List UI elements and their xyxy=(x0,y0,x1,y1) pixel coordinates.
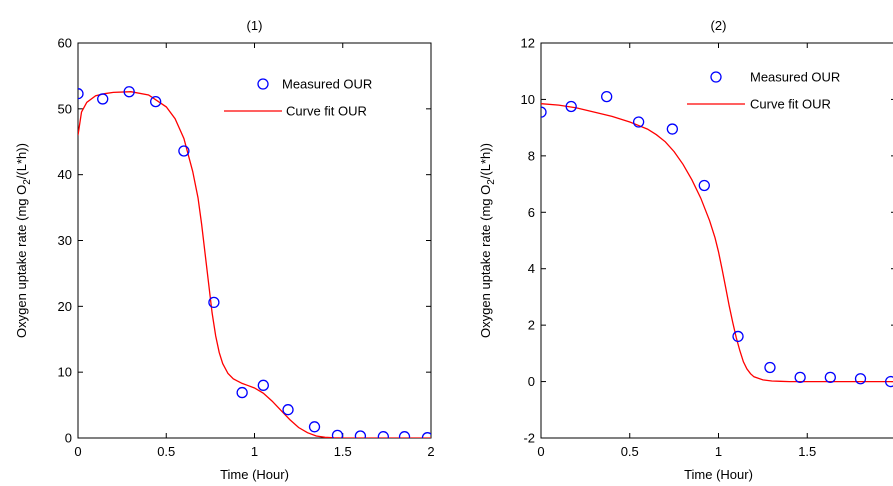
y-tick-label: 4 xyxy=(528,261,535,276)
measured-point xyxy=(794,371,806,383)
y-tick-label: 0 xyxy=(65,431,72,446)
curve-fit-line xyxy=(541,103,893,383)
measured-point xyxy=(632,116,645,128)
legend-label-measured: Measured OUR xyxy=(282,77,372,92)
measured-point xyxy=(565,100,577,113)
measured-point xyxy=(97,93,109,105)
measured-series xyxy=(541,90,893,388)
measured-point xyxy=(354,430,367,438)
legend-marker-measured xyxy=(257,78,269,90)
measured-point xyxy=(236,386,248,399)
y-axis-label: Oxygen uptake rate (mg O2/(L*h)) xyxy=(478,143,497,338)
measured-point xyxy=(601,90,613,103)
chart-panel-2: (2) 0 0.5 1 1.5 2 -2 0 2 4 6 8 10 12 Time (Hour) Ox… xyxy=(478,18,893,482)
y-tick-label: 10 xyxy=(58,365,72,380)
measured-series xyxy=(78,86,431,438)
y-axis-label: Oxygen uptake rate (mg O2/(L*h)) xyxy=(14,143,33,338)
y-axis-ticks: 0 10 20 30 40 50 60 xyxy=(58,36,431,446)
measured-point xyxy=(377,431,389,438)
measured-point xyxy=(421,432,431,438)
x-axis-ticks: 0 0.5 1 1.5 2 xyxy=(74,43,435,459)
y-tick-label: 30 xyxy=(58,233,72,248)
curve-fit-line xyxy=(78,91,431,438)
chart-title: (2) xyxy=(711,18,727,33)
measured-point xyxy=(178,145,190,157)
measured-point xyxy=(666,123,678,135)
x-tick-label: 1.5 xyxy=(798,444,816,459)
x-tick-label: 0.5 xyxy=(621,444,639,459)
measured-point xyxy=(541,106,547,118)
legend-label-curve-fit: Curve fit OUR xyxy=(750,97,831,112)
measured-point xyxy=(150,95,162,108)
measured-point xyxy=(698,179,710,192)
plot-area-frame xyxy=(540,42,893,439)
y-tick-label: 8 xyxy=(528,148,535,163)
y-axis-ticks: -2 0 2 4 6 8 10 12 xyxy=(521,36,893,446)
x-tick-label: 1 xyxy=(715,444,722,459)
y-tick-label: 50 xyxy=(58,101,72,116)
measured-point xyxy=(764,361,776,374)
x-tick-label: 1.5 xyxy=(334,444,352,459)
y-tick-label: 6 xyxy=(528,205,535,220)
y-tick-label: 2 xyxy=(528,318,535,333)
legend: Measured OUR Curve fit OUR xyxy=(687,70,840,112)
measured-point xyxy=(282,404,294,416)
measured-point xyxy=(308,421,321,433)
measured-point xyxy=(885,375,893,388)
y-tick-label: 40 xyxy=(58,167,72,182)
measured-point xyxy=(398,431,411,438)
legend-label-curve-fit: Curve fit OUR xyxy=(286,104,367,119)
measured-point xyxy=(824,371,836,383)
legend: Measured OUR Curve fit OUR xyxy=(224,77,372,119)
x-tick-label: 1 xyxy=(251,444,258,459)
y-tick-label: 10 xyxy=(521,92,535,107)
plot-area-frame xyxy=(77,42,432,439)
x-tick-label: 0 xyxy=(537,444,544,459)
curve-fit-series xyxy=(78,91,431,438)
measured-point xyxy=(732,330,744,343)
measured-point xyxy=(123,86,135,98)
y-tick-label: 60 xyxy=(58,36,72,51)
chart-title: (1) xyxy=(247,18,263,33)
x-axis-label: Time (Hour) xyxy=(684,467,753,482)
y-tick-label: 0 xyxy=(528,374,535,389)
x-tick-label: 0 xyxy=(74,444,81,459)
legend-marker-measured xyxy=(710,71,722,83)
measured-point xyxy=(78,88,84,100)
measured-point xyxy=(331,429,344,438)
y-tick-label: 12 xyxy=(521,36,535,51)
x-tick-label: 2 xyxy=(427,444,434,459)
measured-point xyxy=(854,373,867,385)
y-tick-label: 20 xyxy=(58,299,72,314)
measured-point xyxy=(257,379,269,391)
y-tick-label: -2 xyxy=(523,431,535,446)
x-axis-label: Time (Hour) xyxy=(220,467,289,482)
legend-label-measured: Measured OUR xyxy=(750,70,840,85)
x-tick-label: 0.5 xyxy=(157,444,175,459)
curve-fit-series xyxy=(541,103,893,383)
measured-point xyxy=(208,296,220,309)
